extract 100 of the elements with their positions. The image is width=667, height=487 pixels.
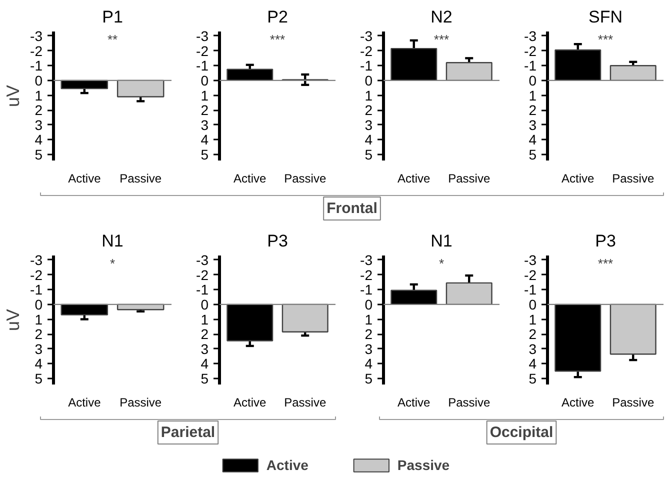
chart-title: SFN (588, 8, 622, 26)
y-tick-label: 4 (528, 132, 537, 148)
y-tick-label: 1 (34, 311, 43, 328)
y-tick-label: 5 (34, 370, 43, 387)
annotation: *** (598, 256, 614, 272)
y-tick-label: -2 (30, 42, 43, 59)
x-tick-label: Active (234, 396, 267, 410)
x-tick-label: Active (562, 172, 595, 186)
y-tick-label: 4 (34, 356, 43, 372)
y-tick-label: 5 (34, 146, 43, 163)
x-tick-label: Active (398, 396, 431, 410)
text: Occipital (490, 424, 554, 441)
y-tick-label: 5 (364, 146, 373, 163)
legend-label: Active (266, 457, 308, 473)
y-tick-label: -1 (196, 282, 209, 298)
y-tick-label: 4 (200, 132, 209, 148)
y-tick-label: -1 (360, 282, 373, 298)
text: Parietal (160, 424, 216, 441)
y-tick-label: -2 (360, 266, 373, 283)
y-tick-label: -2 (360, 42, 373, 59)
y-tick-label: 5 (200, 370, 209, 387)
y-tick-label: -3 (524, 28, 537, 44)
y-tick-label: -2 (196, 266, 209, 283)
y-tick-label: 1 (200, 87, 209, 104)
y-axis-title: uV (3, 308, 24, 332)
y-tick-label: 2 (34, 102, 43, 118)
chart-title: P1 (102, 8, 123, 26)
x-tick-label: Active (398, 172, 431, 186)
y-tick-label: -2 (524, 42, 537, 59)
y-tick-label: -3 (30, 28, 43, 44)
y-tick-label: 3 (200, 116, 209, 133)
x-tick-label: Passive (448, 172, 490, 186)
y-tick-label: -2 (30, 266, 43, 283)
y-tick-label: 1 (34, 87, 43, 104)
y-tick-label: 5 (364, 370, 373, 387)
y-tick-label: 4 (364, 356, 373, 372)
y-tick-label: 4 (364, 132, 373, 148)
y-tick-label: 4 (200, 356, 209, 372)
y-tick-label: 0 (528, 72, 537, 88)
x-tick-label: Passive (448, 396, 490, 410)
y-tick-label: -2 (524, 266, 537, 283)
y-tick-label: 0 (200, 72, 209, 88)
annotation: *** (598, 32, 614, 48)
y-tick-label: -2 (196, 42, 209, 59)
y-tick-label: 2 (200, 102, 209, 118)
x-tick-label: Active (234, 172, 267, 186)
y-tick-label: -3 (524, 252, 537, 268)
x-tick-label: Passive (120, 396, 162, 410)
y-tick-label: 5 (528, 370, 537, 387)
y-tick-label: -3 (30, 252, 43, 268)
y-tick-label: -1 (524, 58, 537, 74)
y-tick-label: 0 (200, 296, 209, 312)
y-tick-label: 2 (528, 326, 537, 342)
x-tick-label: Active (562, 396, 595, 410)
y-tick-label: -1 (360, 58, 373, 74)
y-tick-label: 3 (34, 340, 43, 357)
y-tick-label: 0 (364, 72, 373, 88)
annotation: * (438, 256, 444, 272)
legend-label: Passive (397, 457, 450, 473)
y-tick-label: -1 (524, 282, 537, 298)
annotation: *** (270, 32, 286, 48)
y-tick-label: 5 (528, 146, 537, 163)
y-tick-label: 2 (364, 102, 373, 118)
y-tick-label: -3 (196, 28, 209, 44)
y-tick-label: 1 (364, 311, 373, 328)
y-tick-label: 1 (364, 87, 373, 104)
y-tick-label: -3 (360, 252, 373, 268)
y-tick-label: 3 (364, 116, 373, 133)
y-tick-label: -3 (360, 28, 373, 44)
y-tick-label: 0 (34, 296, 43, 312)
chart-title: P3 (267, 232, 288, 250)
chart-title: N1 (102, 232, 124, 250)
x-tick-label: Passive (284, 172, 326, 186)
y-tick-label: 3 (34, 116, 43, 133)
chart-title: N2 (430, 8, 452, 26)
x-tick-label: Active (68, 396, 102, 410)
y-tick-label: 2 (34, 326, 43, 342)
y-tick-label: 0 (364, 296, 373, 312)
y-tick-label: 1 (528, 311, 537, 328)
y-tick-label: -1 (30, 282, 43, 298)
annotation: * (110, 256, 116, 272)
y-tick-label: -1 (196, 58, 209, 74)
annotation: ** (107, 32, 118, 48)
y-tick-label: 3 (200, 340, 209, 357)
y-tick-label: 4 (34, 132, 43, 148)
y-tick-label: -3 (196, 252, 209, 268)
x-tick-label: Passive (284, 396, 326, 410)
y-tick-label: 5 (200, 146, 209, 163)
x-tick-label: Passive (612, 396, 654, 410)
y-tick-label: 0 (34, 72, 43, 88)
y-tick-label: 2 (200, 326, 209, 342)
y-tick-label: -1 (30, 58, 43, 74)
x-tick-label: Active (68, 172, 102, 186)
annotation: *** (434, 32, 450, 48)
y-tick-label: 3 (528, 116, 537, 133)
chart-title: N1 (430, 232, 452, 250)
x-tick-label: Passive (120, 172, 162, 186)
y-tick-label: 3 (364, 340, 373, 357)
chart-title: P2 (267, 8, 288, 26)
y-axis-title: uV (3, 84, 24, 108)
